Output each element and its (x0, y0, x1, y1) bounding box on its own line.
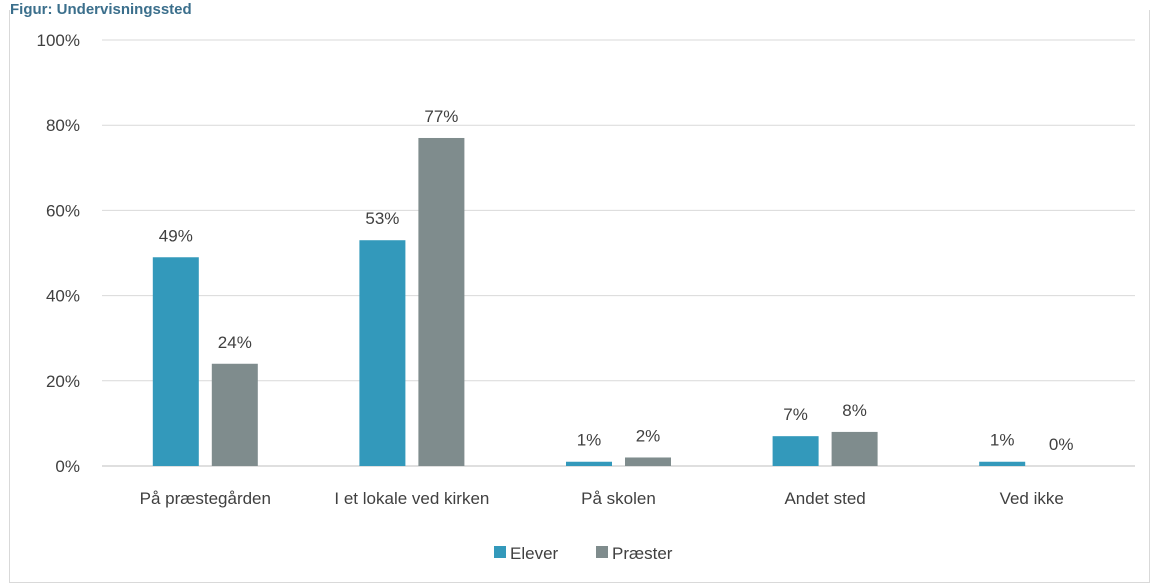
bar-elever-3 (772, 436, 819, 466)
y-tick-label: 20% (46, 372, 80, 391)
data-label: 7% (783, 405, 808, 424)
y-tick-label: 80% (46, 116, 80, 135)
legend: Elever Præster (494, 544, 673, 563)
y-tick-label: 40% (46, 287, 80, 306)
legend-swatch (494, 546, 506, 558)
bar-elever-0 (152, 257, 199, 466)
data-label: 2% (636, 426, 661, 445)
data-label: 49% (159, 226, 193, 245)
data-label: 24% (218, 333, 252, 352)
bars (152, 137, 1026, 467)
chart-frame: Figur: Undervisningssted (9, 1, 1150, 583)
x-tick-label: Andet sted (784, 489, 865, 508)
bar-prster-1 (418, 137, 465, 467)
bar-elever-2 (566, 461, 612, 466)
gridlines (102, 39, 1135, 467)
data-label: 77% (424, 107, 458, 126)
data-label: 0% (1049, 435, 1074, 454)
data-label: 53% (365, 209, 399, 228)
bar-elever-1 (359, 240, 406, 466)
x-tick-label: I et lokale ved kirken (334, 489, 489, 508)
legend-swatch (596, 546, 608, 558)
bar-prster-3 (831, 431, 878, 466)
x-tick-label: Ved ikke (1000, 489, 1064, 508)
data-label: 1% (577, 431, 602, 450)
data-labels: 49% 24% 53% 77% 1% 2% 7% 8% 1% 0% (159, 107, 1074, 454)
y-axis-ticks: 0% 20% 40% 60% 80% 100% (37, 31, 80, 476)
x-tick-label: På præstegården (140, 489, 271, 508)
y-tick-label: 60% (46, 201, 80, 220)
chart-title: Figur: Undervisningssted (10, 1, 192, 18)
data-label: 8% (842, 401, 867, 420)
y-tick-label: 100% (37, 31, 80, 50)
x-tick-label: På skolen (581, 489, 656, 508)
data-label: 1% (990, 431, 1015, 450)
legend-label: Elever (510, 544, 559, 563)
x-axis-ticks: På præstegården I et lokale ved kirken På … (140, 489, 1064, 508)
bar-prster-0 (211, 363, 258, 466)
bar-elever-4 (979, 461, 1026, 466)
legend-label: Præster (612, 544, 673, 563)
bar-prster-2 (625, 457, 671, 466)
y-tick-label: 0% (55, 457, 80, 476)
